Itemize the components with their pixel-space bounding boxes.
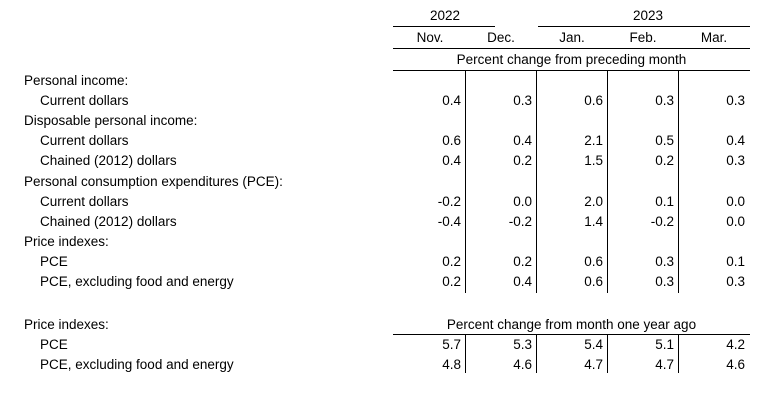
month-header-jan: Jan. (559, 30, 585, 45)
table-cell: 1.4 (584, 213, 603, 229)
table-cell: 4.6 (513, 357, 532, 372)
month-header-feb: Feb. (629, 30, 657, 45)
month-header-dec: Dec. (487, 30, 515, 45)
table-cell: -0.4 (437, 213, 461, 229)
column-divider (607, 335, 608, 373)
section1-caption: Percent change from preceding month (456, 52, 687, 67)
group-label: Personal consumption expenditures (PCE): (24, 173, 283, 189)
year-2022-header: 2022 (429, 8, 461, 23)
month-header-rule (393, 48, 750, 49)
table-cell: 0.4 (513, 274, 532, 289)
table-cell: 0.6 (584, 253, 603, 269)
table-cell: 0.3 (655, 274, 674, 289)
row-label: PCE, excluding food and energy (40, 274, 234, 289)
column-divider (536, 335, 537, 373)
table-cell: 5.3 (513, 337, 532, 352)
table-cell: 0.3 (513, 93, 532, 109)
table-cell: 0.2 (513, 253, 532, 269)
table-cell: 0.4 (513, 133, 532, 149)
table-cell: 0.6 (584, 274, 603, 289)
row-label: Chained (2012) dollars (40, 153, 177, 169)
column-divider (465, 71, 466, 293)
year-2022-rule (393, 26, 495, 27)
column-divider (678, 335, 679, 373)
group-label: Price indexes: (24, 233, 109, 249)
table-cell: 0.2 (513, 153, 532, 169)
table-cell: 0.4 (726, 133, 745, 149)
table-cell: 0.0 (513, 193, 532, 209)
group-label: Personal income: (24, 73, 129, 88)
table-cell: 5.1 (655, 337, 674, 352)
row-label: PCE (40, 253, 68, 269)
table-cell: 2.1 (584, 133, 603, 149)
year-2023-header: 2023 (632, 8, 664, 23)
table-cell: 0.3 (726, 153, 745, 169)
section2-caption-rule (393, 334, 750, 335)
table-cell: 5.7 (442, 337, 461, 352)
table-cell: 0.0 (726, 193, 745, 209)
table-cell: 0.2 (442, 274, 461, 289)
table-cell: 1.5 (584, 153, 603, 169)
table-cell: -0.2 (508, 213, 532, 229)
section2-label: Price indexes: (24, 317, 109, 332)
year-2023-rule (538, 26, 750, 27)
table-cell: 4.8 (442, 357, 461, 372)
table-cell: 0.0 (726, 213, 745, 229)
section2-caption: Percent change from month one year ago (446, 317, 697, 332)
table-cell: 4.7 (584, 357, 603, 372)
table-cell: 0.3 (655, 93, 674, 109)
column-divider (536, 71, 537, 293)
table-cell: 0.3 (726, 93, 745, 109)
table-cell: 4.7 (655, 357, 674, 372)
table-cell: 5.4 (584, 337, 603, 352)
row-label: Current dollars (40, 133, 129, 149)
table-cell: 0.2 (442, 253, 461, 269)
section1-caption-rule (393, 70, 750, 71)
column-divider (678, 71, 679, 293)
table-cell: 0.5 (655, 133, 674, 149)
row-label: Current dollars (40, 193, 129, 209)
table-cell: -0.2 (437, 193, 461, 209)
column-divider (607, 71, 608, 293)
row-label: PCE (40, 337, 68, 352)
month-header-nov: Nov. (416, 30, 444, 45)
row-label: Chained (2012) dollars (40, 213, 177, 229)
table-cell: -0.2 (650, 213, 674, 229)
row-label: Current dollars (40, 93, 129, 109)
column-divider (465, 335, 466, 373)
table-cell: 4.2 (726, 337, 745, 352)
table-cell: 2.0 (584, 193, 603, 209)
table-cell: 0.4 (442, 93, 461, 109)
table-cell: 0.1 (726, 253, 745, 269)
group-label: Disposable personal income: (24, 113, 198, 129)
table-cell: 0.1 (655, 193, 674, 209)
table-cell: 0.3 (726, 274, 745, 289)
table-cell: 0.3 (655, 253, 674, 269)
month-header-mar: Mar. (700, 30, 728, 45)
table-cell: 0.6 (442, 133, 461, 149)
table-cell: 0.2 (655, 153, 674, 169)
table-cell: 0.6 (584, 93, 603, 109)
row-label: PCE, excluding food and energy (40, 357, 234, 372)
table-cell: 0.4 (442, 153, 461, 169)
table-cell: 4.6 (726, 357, 745, 372)
